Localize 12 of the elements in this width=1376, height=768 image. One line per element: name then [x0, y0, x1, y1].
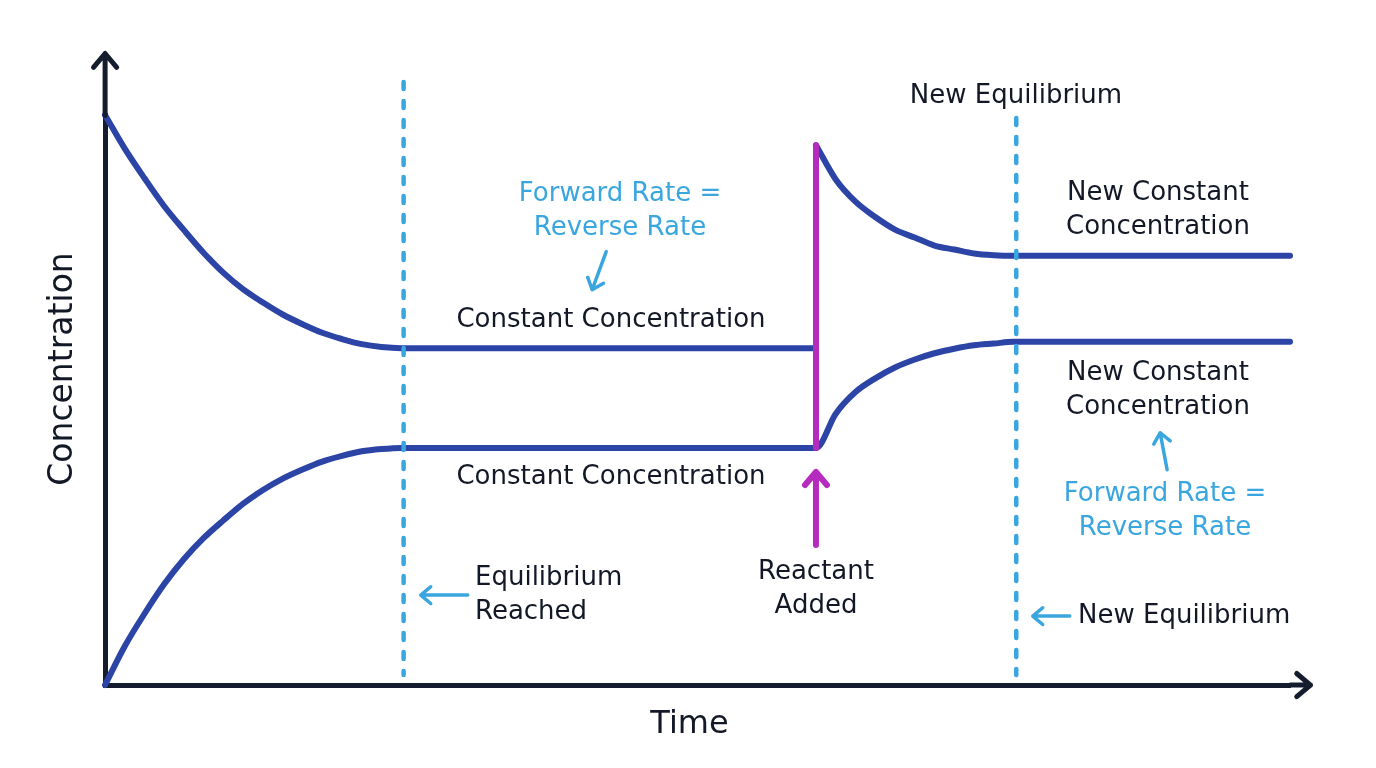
annotation: New Constant Concentration: [1066, 175, 1250, 240]
annotation: Forward Rate = Reverse Rate: [518, 176, 722, 241]
annotation: Constant Concentration: [456, 459, 766, 490]
annotation: Equilibrium Reached: [475, 560, 623, 625]
annotation: New Equilibrium: [1078, 598, 1291, 629]
x-axis-title: Time: [649, 703, 729, 742]
annotation: Constant Concentration: [456, 302, 766, 333]
annotation: New Constant Concentration: [1066, 355, 1250, 420]
y-axis-title: Concentration: [40, 252, 80, 486]
text: New Equilibrium: [909, 78, 1123, 109]
annotation: Forward Rate = Reverse Rate: [1063, 476, 1267, 541]
annotation: Reactant Added: [758, 554, 874, 619]
